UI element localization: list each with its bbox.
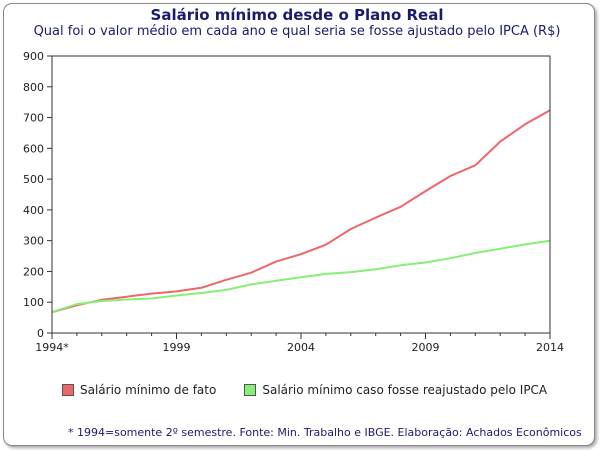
x-tick-label: 2004 — [287, 341, 315, 354]
legend-swatch-ipca — [244, 384, 257, 396]
y-tick-label: 100 — [23, 296, 44, 309]
x-axis: 1994* 1999 2004 2009 2014 — [35, 333, 564, 354]
y-axis: 0 100 200 300 400 500 600 700 800 900 — [23, 50, 52, 340]
chart-frame — [3, 3, 595, 446]
y-tick-label: 0 — [37, 327, 44, 340]
x-tick-label: 2014 — [536, 341, 564, 354]
legend-label-ipca: Salário mínimo caso fosse reajustado pel… — [262, 383, 548, 397]
x-tick-label: 1999 — [163, 341, 191, 354]
chart-subtitle: Qual foi o valor médio em cada ano e qua… — [33, 24, 561, 39]
series-line-actual — [51, 109, 551, 314]
y-tick-label: 900 — [23, 50, 44, 63]
legend-label-actual: Salário mínimo de fato — [80, 383, 217, 397]
footnote: * 1994=somente 2º semestre. Fonte: Min. … — [68, 426, 582, 439]
y-tick-label: 400 — [23, 204, 44, 217]
y-tick-label: 300 — [23, 235, 44, 248]
chart-title: Salário mínimo desde o Plano Real — [150, 6, 444, 24]
y-tick-label: 700 — [23, 112, 44, 125]
plot-area-border — [51, 55, 551, 334]
plot-lines — [51, 109, 551, 314]
y-tick-label: 800 — [23, 81, 44, 94]
y-tick-label: 500 — [23, 173, 44, 186]
y-tick-label: 200 — [23, 265, 44, 278]
series-line-ipca — [51, 239, 551, 314]
legend-item-ipca: Salário mínimo caso fosse reajustado pel… — [244, 383, 547, 397]
y-tick-label: 600 — [23, 142, 44, 155]
x-tick-label: 2009 — [412, 341, 440, 354]
legend-item-actual: Salário mínimo de fato — [62, 383, 216, 397]
legend-swatch-actual — [62, 384, 74, 396]
legend: Salário mínimo de fato Salário mínimo ca… — [62, 383, 547, 397]
x-tick-label: 1994* — [35, 341, 69, 354]
